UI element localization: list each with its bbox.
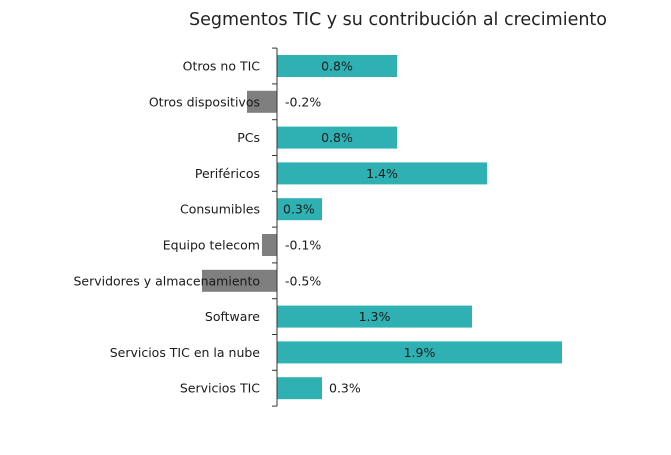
value-label-otros-dispositivos: -0.2% — [285, 94, 321, 109]
value-label-consumibles: 0.3% — [283, 202, 315, 217]
category-label-servicios-tic-en-la-nube: Servicios TIC en la nube — [110, 345, 261, 360]
category-label-pcs: PCs — [237, 130, 260, 145]
bar-otros-dispositivos — [247, 90, 277, 113]
category-label-servidores-y-almacenamiento: Servidores y almacenamiento — [73, 273, 260, 288]
category-axis — [272, 47, 278, 407]
value-label-otros-no-tic: 0.8% — [321, 59, 353, 74]
chart-title: Segmentos TIC y su contribución al creci… — [189, 10, 607, 30]
bar-equipo-telecom — [262, 234, 277, 256]
category-label-consumibles: Consumibles — [180, 202, 260, 217]
value-label-pcs: 0.8% — [321, 130, 353, 145]
value-label-servicios-tic: 0.3% — [329, 381, 361, 396]
category-label-perifericos: Periféricos — [195, 166, 260, 181]
category-label-otros-no-tic: Otros no TIC — [183, 59, 261, 74]
bars-layer — [202, 55, 562, 400]
bar-pcs — [277, 126, 397, 149]
bar-servicios-tic-en-la-nube — [277, 341, 562, 364]
category-label-equipo-telecom: Equipo telecom — [163, 238, 260, 253]
bar-software — [277, 305, 472, 328]
bar-servicios-tic — [277, 377, 322, 400]
category-label-servicios-tic: Servicios TIC — [180, 381, 260, 396]
value-label-servidores-y-almacenamiento: -0.5% — [285, 273, 321, 288]
labels-layer: Otros no TIC 0.8% Otros dispositivos -0.2% P… — [73, 59, 435, 396]
category-label-software: Software — [205, 309, 260, 324]
value-label-equipo-telecom: -0.1% — [285, 238, 321, 253]
value-label-software: 1.3% — [359, 309, 391, 324]
value-label-servicios-tic-en-la-nube: 1.9% — [404, 345, 436, 360]
value-label-perifericos: 1.4% — [366, 166, 398, 181]
bar-perifericos — [277, 162, 487, 185]
category-label-otros-dispositivos: Otros dispositivos — [149, 94, 260, 109]
bar-otros-no-tic — [277, 55, 397, 77]
bar-consumibles — [277, 198, 322, 221]
bar-servidores-y-almacenamiento — [202, 269, 277, 292]
